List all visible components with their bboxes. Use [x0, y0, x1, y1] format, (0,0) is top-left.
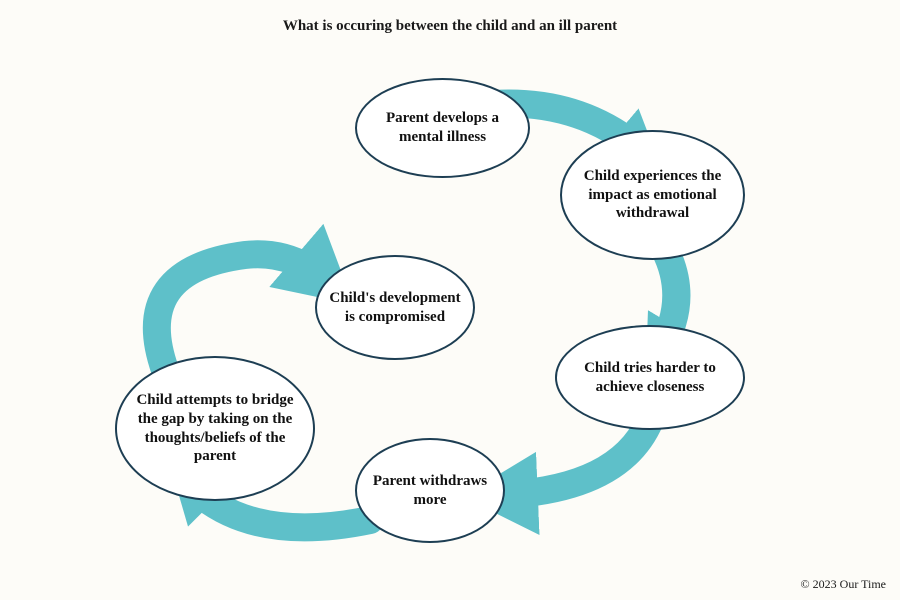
flow-arrow: [157, 254, 325, 370]
flow-node: Child attempts to bridge the gap by taki…: [115, 356, 315, 501]
flow-node: Parent withdraws more: [355, 438, 505, 543]
diagram-title: What is occuring between the child and a…: [0, 18, 900, 35]
flow-node: Child tries harder to achieve closeness: [555, 325, 745, 430]
flow-arrow: [500, 420, 650, 495]
copyright-text: © 2023 Our Time: [801, 577, 886, 592]
flow-node: Child experiences the impact as emotiona…: [560, 130, 745, 260]
flow-node: Parent develops a mental illness: [355, 78, 530, 178]
flow-node: Child's development is compromised: [315, 255, 475, 360]
